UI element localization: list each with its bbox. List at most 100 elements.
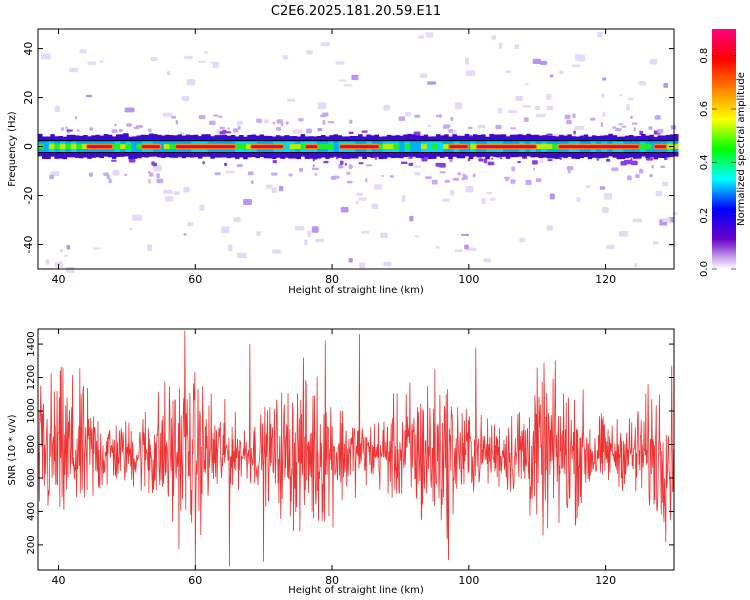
spectrogram-speckle [639, 168, 644, 174]
y-tick-label: 1400 [26, 331, 37, 356]
spectrogram-speckle [519, 237, 525, 243]
spectrogram-speckle [278, 185, 284, 192]
spectrogram-speckle [76, 129, 80, 132]
band-cell [59, 144, 66, 149]
spectrogram-speckle [600, 121, 603, 127]
band-peak-core [476, 145, 537, 149]
spectrogram-speckle [514, 44, 520, 50]
band-cell [120, 144, 126, 149]
band-cell [289, 144, 296, 149]
spectrogram-speckle [606, 244, 615, 250]
spectrogram-speckle [111, 159, 117, 162]
spectrogram-speckle [425, 176, 432, 180]
spectrogram-speckle [173, 191, 180, 195]
spectrogram-speckle [292, 129, 303, 134]
spectrogram-frame [37, 28, 675, 270]
spectrogram-speckle [61, 127, 64, 131]
spectrogram-speckle [438, 114, 442, 118]
colorbar: 0.0 0.2 0.4 0.6 0.8 Normalized spectral ampl… [699, 29, 747, 277]
y-tick-label: 1000 [26, 398, 37, 423]
spectrogram-speckle [435, 114, 439, 118]
spectrogram-speckle [323, 160, 329, 164]
spectrogram-speckle [88, 172, 93, 177]
spectrogram-speckle [181, 96, 190, 102]
band-cell [399, 141, 405, 152]
spectrogram-speckle [626, 104, 630, 111]
spectrogram-speckle [504, 176, 511, 179]
spectrogram-speckle [619, 94, 623, 97]
spectrogram-speckle [365, 178, 368, 183]
spectrogram-speckle [439, 171, 446, 174]
spectrogram-speckle [585, 185, 591, 189]
spectrogram-speckle [626, 175, 632, 181]
spectrogram-speckle [602, 77, 607, 81]
spectrogram-speckle [532, 58, 541, 64]
spectrogram-speckle [148, 128, 152, 133]
spectrogram-speckle [79, 49, 87, 54]
spectrogram-speckle [506, 70, 512, 73]
spectrogram-speckle [432, 179, 438, 185]
spectrogram-speckle [175, 119, 179, 125]
spectrogram-speckle [624, 159, 631, 165]
snr-y-ticks: 200 400 600 800 1000 1200 1400 [26, 331, 674, 554]
spectrogram-x-ticks: 40 60 80 100 120 [52, 29, 616, 286]
spectrogram-speckle [380, 232, 388, 238]
x-tick-label: 120 [595, 273, 616, 286]
band-cell [393, 144, 400, 149]
spectrogram-speckle [348, 258, 353, 263]
spectrogram-speckle [344, 162, 347, 166]
spectrogram-speckle [467, 126, 473, 130]
spectrogram-speckle [657, 128, 664, 134]
band-cell [442, 144, 449, 149]
band-cell [65, 144, 72, 149]
y-tick-label: 200 [26, 535, 37, 554]
spectrogram-speckle [463, 175, 468, 180]
spectrogram-speckle [442, 125, 449, 129]
spectrogram-speckle [306, 50, 313, 55]
spectrogram-x-axis-label: Height of straight line (km) [288, 285, 424, 296]
spectrogram-speckle [427, 124, 431, 128]
band-cell [672, 144, 679, 149]
spectrogram-speckle [344, 84, 353, 87]
spectrogram-speckle [486, 192, 493, 195]
spectrogram-speckle [299, 167, 303, 172]
spectrogram-speckle [285, 121, 289, 125]
spectrogram-speckle [398, 116, 406, 121]
colorbar-tick-label: 0.4 [699, 154, 710, 170]
spectrogram-speckle [662, 181, 669, 187]
spectrogram-panel: 40 60 80 100 120 -40 -20 0 20 40 Height of strai… [7, 28, 679, 296]
spectrogram-speckle [298, 118, 304, 122]
spectrogram-speckle [271, 172, 278, 176]
spectrogram-speckle [546, 133, 553, 137]
band-cell [300, 144, 307, 149]
spectrogram-speckle [153, 165, 162, 172]
spectrogram-speckle [535, 178, 542, 183]
band-cell [404, 144, 411, 149]
spectrogram-speckle [247, 171, 254, 176]
x-tick-label: 80 [325, 574, 339, 587]
band-cell [470, 144, 477, 149]
y-tick-label: -20 [22, 187, 35, 205]
spectrogram-speckle [187, 222, 194, 227]
spectrogram-speckle [533, 168, 536, 171]
spectrogram-speckle [444, 179, 450, 183]
spectrogram-speckle [381, 174, 384, 178]
spectrogram-speckle [408, 162, 414, 166]
snr-x-ticks: 40 60 80 100 120 [52, 329, 616, 587]
spectrogram-speckle [612, 126, 617, 129]
spectrogram-speckle [566, 166, 574, 171]
spectrogram-speckle [619, 230, 629, 237]
spectrogram-speckle [383, 261, 392, 267]
spectrogram-speckle [450, 117, 454, 121]
spectrogram-speckle [532, 160, 538, 165]
spectrogram-speckle [491, 35, 496, 40]
spectrogram-speckle [349, 119, 353, 124]
spectrogram-speckle [148, 179, 151, 184]
y-tick-label: 800 [26, 435, 37, 454]
spectrogram-speckle [256, 231, 261, 236]
spectrogram-speckle [282, 55, 289, 60]
spectrogram-speckle [602, 111, 606, 117]
band-cell [322, 144, 329, 149]
spectrogram-speckle [517, 161, 521, 164]
band-cell [317, 144, 323, 149]
